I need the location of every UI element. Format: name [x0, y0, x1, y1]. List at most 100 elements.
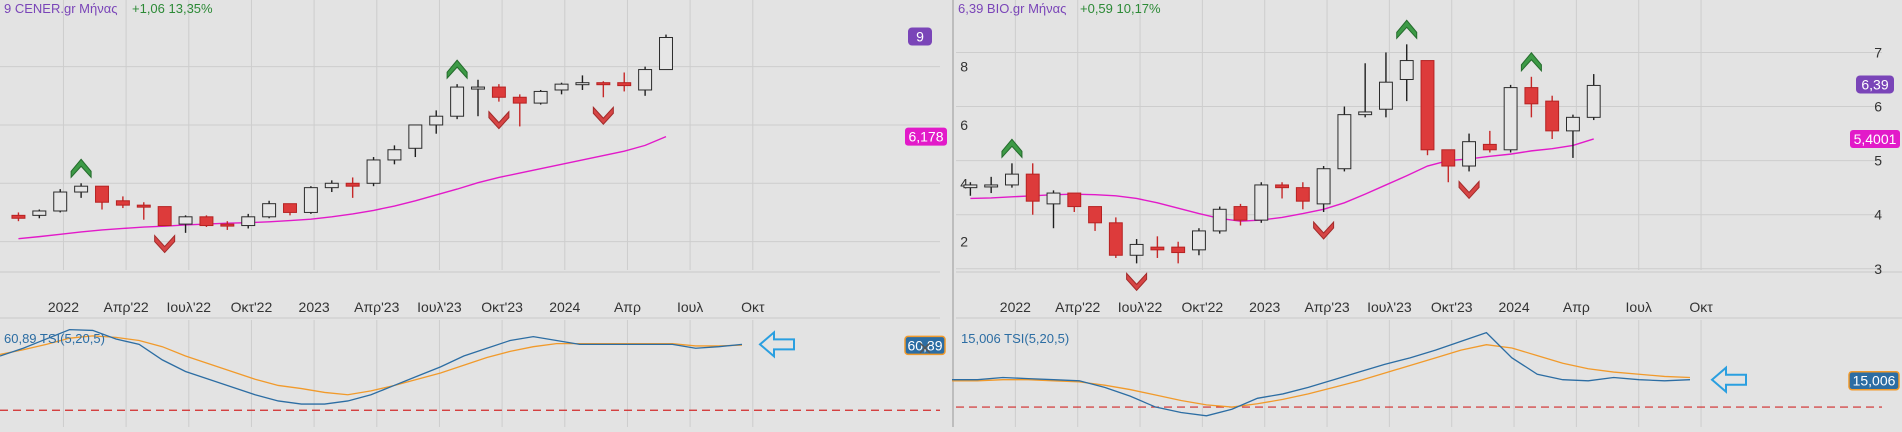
candle-body	[1316, 168, 1331, 205]
left-candle	[408, 124, 423, 158]
candle-body	[1566, 116, 1580, 132]
left-candle	[95, 185, 109, 210]
left-title-change: +1,06 13,35%	[132, 1, 213, 16]
right-x-tick: 2022	[1000, 299, 1031, 315]
right-candle	[1088, 206, 1102, 231]
chevron-down-icon	[154, 234, 176, 254]
candle-body	[596, 82, 611, 86]
candle-body	[512, 96, 527, 104]
left-candle	[345, 177, 360, 198]
chevron-up-icon	[446, 59, 468, 80]
right-candle	[1295, 182, 1310, 210]
candle-body	[11, 214, 26, 219]
left-candle	[199, 215, 214, 228]
candle-body	[283, 203, 297, 213]
right-x-tick: 2024	[1498, 299, 1529, 315]
candle-body	[1192, 230, 1206, 251]
candle-body	[1337, 114, 1352, 170]
right-tsi-signal-line	[952, 344, 1691, 408]
candle-body	[1254, 184, 1269, 221]
candle-body	[220, 223, 235, 227]
right-tsi-label: 15,006 TSI(5,20,5)	[961, 331, 1069, 346]
right-ma-value-badge	[1850, 129, 1900, 148]
candle-body	[575, 82, 590, 86]
left-x-tick: Οκτ	[741, 299, 765, 315]
candle-body	[1524, 87, 1539, 105]
chevron-down-icon	[488, 110, 510, 130]
left-candle	[283, 203, 297, 216]
chevron-up-icon	[70, 158, 92, 179]
right-ma-value-label: 5,4001	[1854, 131, 1897, 147]
candle-body	[1005, 173, 1019, 186]
right-x-tick: Οκτ'23	[1431, 299, 1473, 315]
candle-body	[1545, 100, 1560, 132]
chevron-down-icon	[592, 105, 614, 126]
candle-body	[1046, 192, 1061, 205]
right-candle	[1524, 76, 1539, 118]
candle-body	[262, 203, 277, 218]
left-candle	[324, 180, 339, 193]
candle-body	[638, 69, 653, 91]
right-y-tick: 3	[1874, 261, 1882, 277]
right-tsi-value-label: 15,006	[1853, 373, 1896, 389]
left-candle	[491, 84, 506, 102]
candle-body	[1586, 84, 1601, 118]
candle-body	[1399, 60, 1414, 80]
right-candle	[1233, 203, 1248, 226]
left-last-price-label: 9	[916, 28, 924, 44]
right-x-tick: Απρ	[1563, 299, 1590, 315]
candle-body	[1025, 173, 1040, 202]
candle-body	[387, 149, 402, 161]
left-candle	[450, 84, 465, 120]
right-candle	[1566, 114, 1580, 158]
candle-body	[533, 90, 548, 104]
left-x-tick: Απρ	[614, 299, 641, 315]
candle-body	[1482, 143, 1497, 151]
left-x-tick: Ιουλ'22	[166, 299, 211, 315]
candle-body	[1233, 206, 1248, 221]
candle-body	[617, 82, 632, 87]
left-candle	[554, 82, 569, 95]
right-title-symbol: 6,39 BIO.gr Μήνας	[958, 1, 1066, 16]
candle-body	[136, 204, 151, 208]
right-last-price-label: 6,39	[1861, 76, 1888, 92]
right-candle	[1586, 74, 1601, 121]
chevron-up-icon	[1396, 19, 1418, 40]
candle-body	[1462, 141, 1476, 167]
left-candle	[387, 145, 402, 165]
right-candle	[963, 182, 978, 196]
left-x-tick: Ιουλ	[677, 299, 703, 315]
right-candle	[1358, 63, 1373, 118]
left-candle	[429, 110, 444, 134]
left-tsi-signal-line	[0, 335, 743, 396]
left-candle	[262, 200, 277, 219]
left-candle	[157, 206, 172, 227]
left-x-tick: 2023	[299, 299, 330, 315]
right-tsi-value-badge	[1848, 370, 1900, 391]
candle-body	[1088, 206, 1102, 224]
right-candle	[1129, 239, 1144, 264]
candle-body	[324, 182, 339, 189]
candle-body	[1358, 111, 1373, 116]
left-candle	[533, 89, 548, 105]
right-y-tick: 4	[1874, 207, 1882, 223]
candle-body	[32, 210, 47, 216]
left-candle	[638, 66, 653, 96]
left-x-tick: Οκτ'23	[481, 299, 523, 315]
right-candle	[1482, 130, 1497, 153]
chevron-up-icon	[1001, 138, 1023, 159]
left-candle	[53, 189, 68, 213]
right-x-tick: Ιουλ	[1626, 299, 1652, 315]
candle-body	[1171, 246, 1186, 254]
right-candle	[1545, 95, 1560, 139]
right-candle	[1503, 84, 1518, 153]
right-x-tick: Ιουλ'22	[1118, 299, 1163, 315]
left-candle	[366, 157, 381, 187]
right-x-tick: Ιουλ'23	[1367, 299, 1412, 315]
left-x-tick: Οκτ'22	[231, 299, 273, 315]
candle-body	[1503, 87, 1518, 151]
left-moving-average-line	[18, 135, 667, 240]
right-y-tick: 6	[1874, 99, 1882, 115]
right-title-change: +0,59 10,17%	[1080, 1, 1161, 16]
